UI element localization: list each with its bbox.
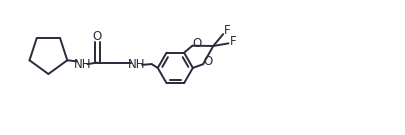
Text: O: O <box>192 37 201 50</box>
Text: O: O <box>202 55 212 68</box>
Text: F: F <box>230 35 236 48</box>
Text: NH: NH <box>128 58 145 71</box>
Text: NH: NH <box>74 58 91 71</box>
Text: F: F <box>223 24 230 37</box>
Text: O: O <box>93 30 102 43</box>
